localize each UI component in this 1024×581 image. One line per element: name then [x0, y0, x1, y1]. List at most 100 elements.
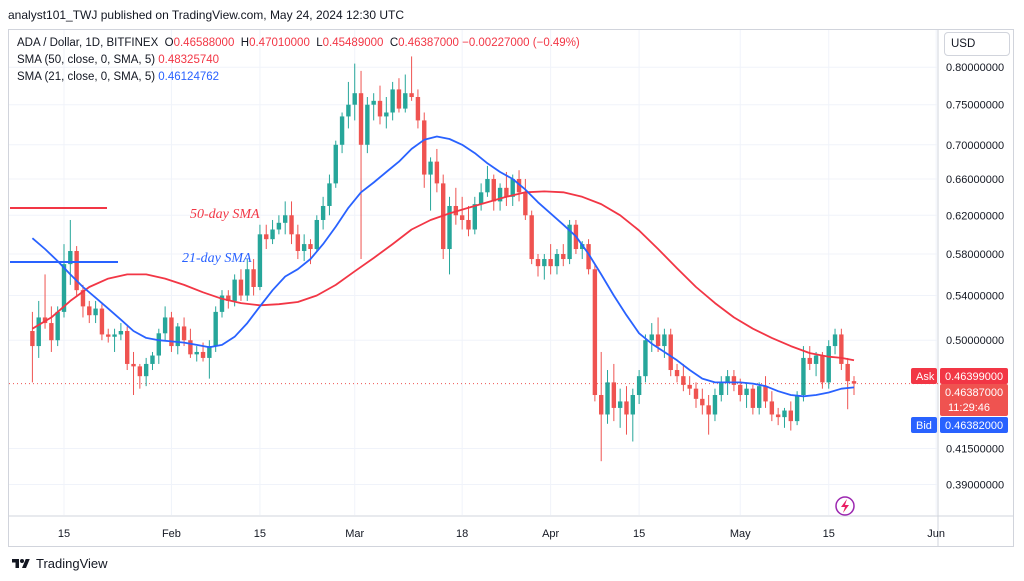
candle — [396, 78, 402, 113]
candle — [219, 290, 225, 318]
y-tick-label: 0.62000000 — [946, 210, 1004, 222]
y-tick-label: 0.80000000 — [946, 62, 1004, 74]
x-tick-label: 15 — [823, 528, 835, 540]
candle — [599, 351, 604, 462]
symbol-label[interactable]: ADA / Dollar, 1D, BITFINEX — [17, 37, 159, 49]
candle — [535, 254, 541, 277]
candle — [542, 254, 547, 280]
candle — [415, 89, 421, 129]
chart-frame[interactable] — [8, 29, 1014, 547]
bid-price-tag: 0.46382000 — [945, 420, 1003, 432]
candle — [529, 210, 534, 265]
candle — [422, 112, 427, 188]
candle — [339, 112, 345, 154]
currency-button[interactable]: USD — [944, 32, 1010, 56]
candle — [162, 306, 168, 341]
candle — [257, 224, 263, 291]
candle — [181, 317, 187, 347]
candle — [365, 97, 370, 154]
candle — [845, 357, 850, 410]
publish-header: analyst101_TWJ published on TradingView.… — [8, 8, 404, 22]
candle — [238, 269, 244, 301]
candle — [283, 201, 288, 235]
candle — [390, 81, 395, 121]
sma21-annotation: 21-day SMA — [182, 251, 252, 266]
candle — [624, 386, 629, 435]
candle — [491, 174, 496, 211]
publish-info: published on TradingView.com, May 24, 20… — [100, 8, 405, 22]
candle — [156, 328, 161, 364]
candle — [719, 376, 724, 402]
candle — [213, 306, 218, 352]
ask-tag: Ask — [916, 371, 935, 383]
candle — [49, 306, 54, 352]
candle — [807, 346, 812, 371]
candle — [137, 363, 143, 389]
sma21-legend-row: SMA (21, close, 0, SMA, 5) 0.46124762 — [17, 69, 580, 86]
candle — [561, 244, 566, 267]
candle — [782, 407, 787, 428]
author-name[interactable]: analyst101_TWJ — [8, 8, 98, 22]
candle — [504, 171, 509, 206]
candle — [36, 300, 41, 358]
symbol-row: ADA / Dollar, 1D, BITFINEX O0.46588000 H… — [17, 35, 580, 52]
candle — [125, 326, 130, 371]
candle — [320, 196, 326, 230]
price-change: −0.00227000 (−0.49%) — [462, 37, 580, 49]
sma50-legend-label[interactable]: SMA (50, close, 0, SMA, 5) — [17, 54, 156, 66]
sma-lines — [31, 135, 855, 398]
sma50-annotation: 50-day SMA — [190, 207, 260, 222]
candle — [516, 170, 522, 202]
sma21-line — [31, 135, 855, 398]
sma21-legend-label[interactable]: SMA (21, close, 0, SMA, 5) — [17, 71, 156, 83]
y-tick-label: 0.50000000 — [946, 335, 1004, 347]
time-axis[interactable]: 15 Feb 15 Mar 18 Apr 15 May 15 Jun — [58, 528, 945, 540]
candle — [668, 328, 673, 377]
candle — [497, 183, 503, 211]
candle — [681, 363, 686, 392]
lightning-icon[interactable] — [835, 496, 855, 516]
candle — [118, 323, 124, 341]
tradingview-logo-icon — [12, 558, 30, 568]
candle — [750, 384, 756, 415]
y-tick-label: 0.75000000 — [946, 100, 1004, 112]
candle — [175, 323, 180, 355]
candles — [30, 56, 857, 462]
y-tick-label: 0.66000000 — [946, 174, 1004, 186]
x-tick-label: Apr — [542, 528, 559, 540]
candle — [636, 370, 642, 405]
candle — [143, 357, 149, 387]
sma50-line — [31, 190, 855, 362]
candle — [763, 376, 768, 408]
candle — [30, 311, 35, 383]
candle — [377, 85, 383, 125]
candle — [276, 215, 282, 235]
x-tick-label: Feb — [162, 528, 181, 540]
candle — [801, 346, 806, 402]
price-axis[interactable]: 0.80000000 0.75000000 0.70000000 0.66000000… — [946, 62, 1004, 491]
candle — [270, 219, 275, 245]
candle — [409, 56, 414, 101]
brand-name[interactable]: TradingView — [36, 556, 108, 571]
candle — [314, 215, 319, 252]
candle — [611, 363, 617, 422]
candle — [106, 328, 111, 343]
candle — [478, 183, 484, 211]
x-tick-label: 15 — [254, 528, 266, 540]
candle — [794, 391, 800, 426]
price-axis-tags: 0.46399000 0.46387000 11:29:46 0.4638200… — [940, 368, 1008, 433]
candle — [744, 382, 749, 408]
candle — [403, 74, 408, 113]
sma50-legend-value: 0.48325740 — [158, 54, 220, 66]
y-tick-label: 0.58000000 — [946, 249, 1004, 261]
x-tick-label: Mar — [345, 528, 364, 540]
candle — [447, 196, 452, 275]
countdown-tag: 11:29:46 — [948, 402, 990, 414]
ask-label: Ask — [911, 368, 937, 384]
x-tick-label: 15 — [58, 528, 70, 540]
y-tick-label: 0.41500000 — [946, 443, 1004, 455]
candle — [586, 239, 591, 275]
chart-legend: ADA / Dollar, 1D, BITFINEX O0.46588000 H… — [17, 35, 580, 86]
candle — [333, 140, 338, 188]
